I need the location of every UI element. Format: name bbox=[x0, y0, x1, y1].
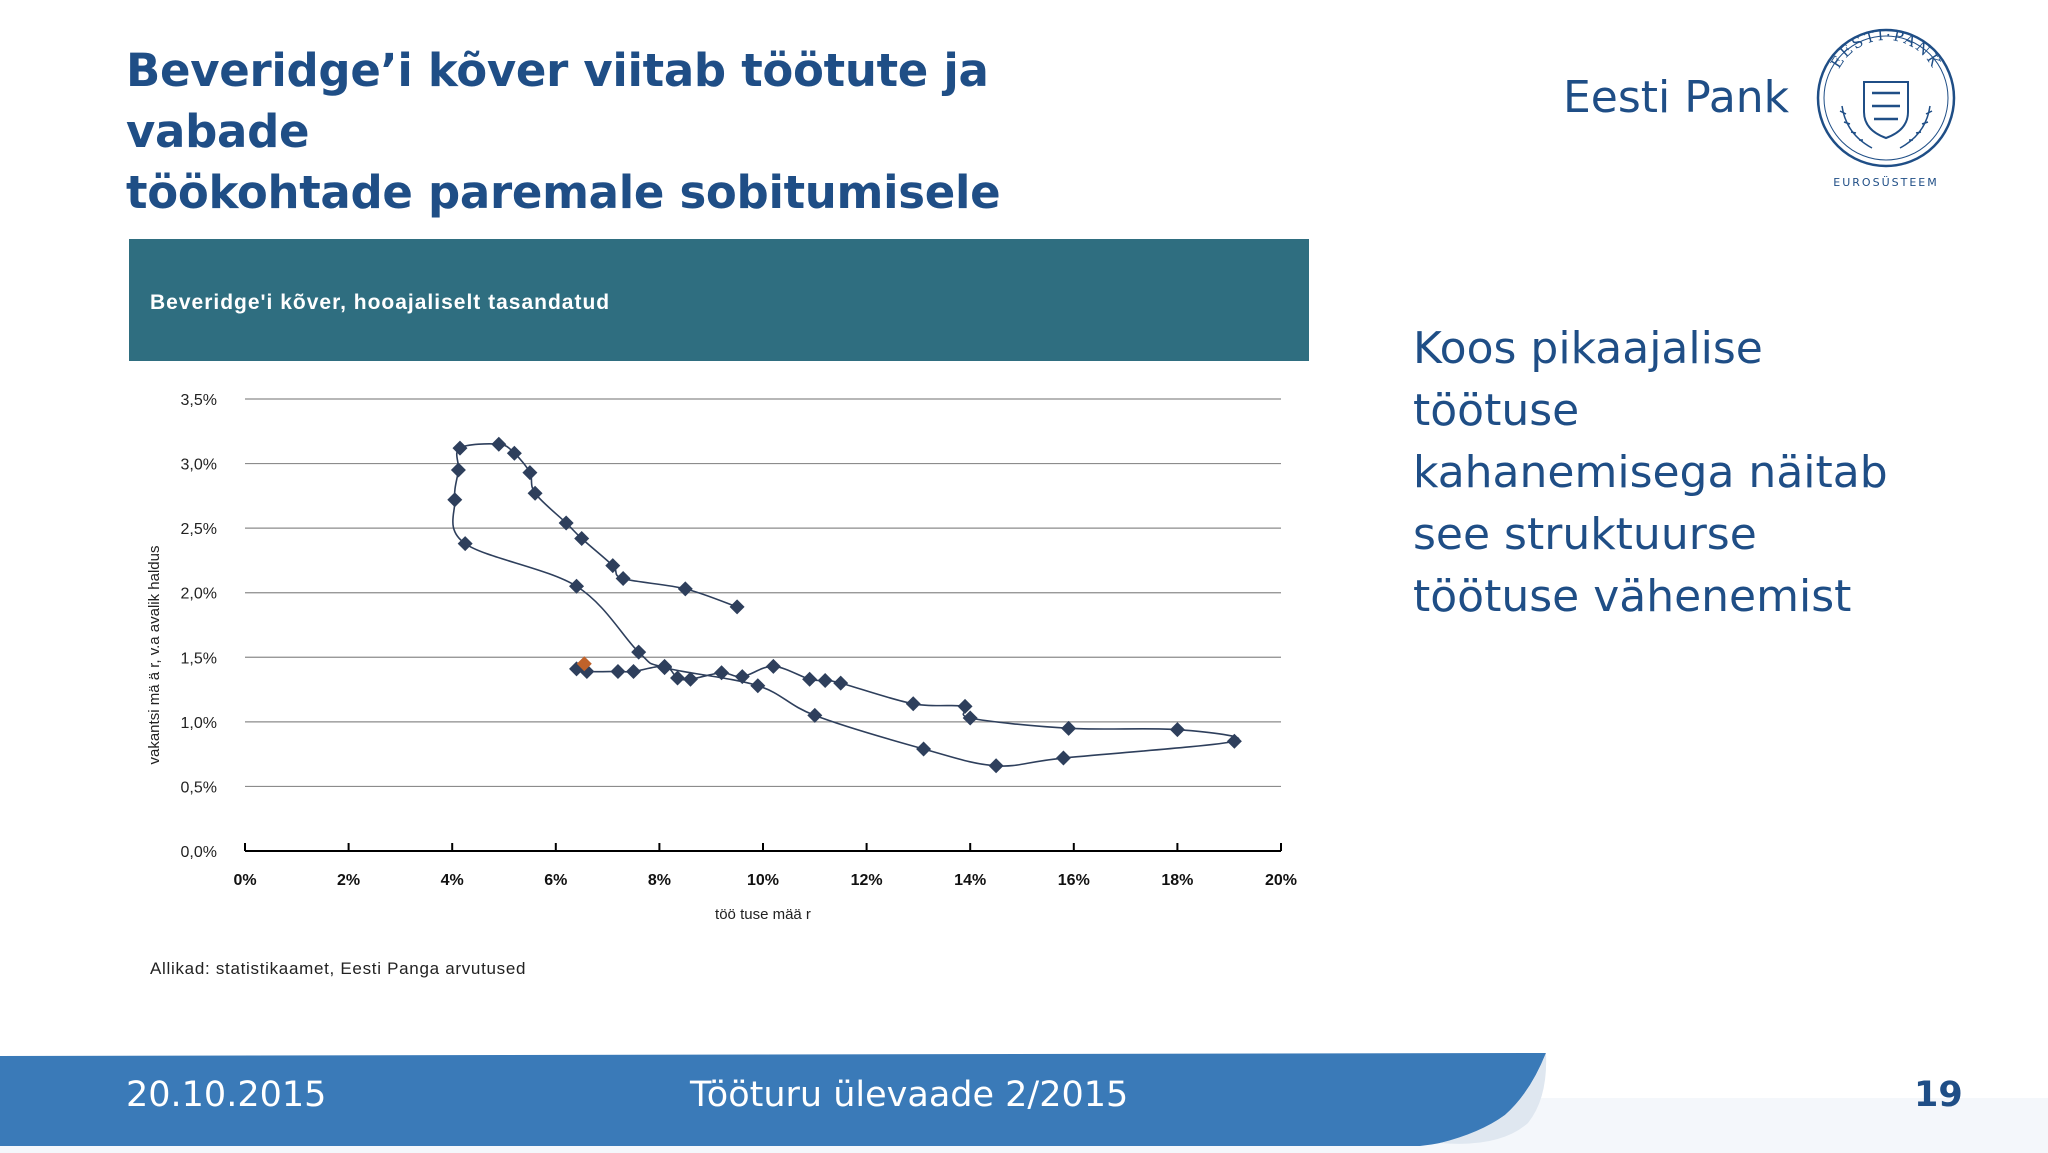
data-point bbox=[734, 669, 750, 685]
chart-title: Beveridge'i kõver, hooajaliselt tasandat… bbox=[150, 291, 611, 314]
data-point bbox=[765, 658, 781, 674]
data-point bbox=[522, 465, 538, 481]
y-tick-label: 3,5% bbox=[181, 392, 217, 409]
data-point bbox=[569, 661, 585, 677]
data-point bbox=[817, 673, 833, 689]
x-tick-label: 14% bbox=[954, 872, 986, 889]
y-tick-label: 0,5% bbox=[181, 779, 217, 796]
side-text-line: see struktuurse bbox=[1413, 509, 1757, 560]
y-tick-label: 1,0% bbox=[181, 715, 217, 732]
x-tick-label: 0% bbox=[233, 872, 256, 889]
data-point bbox=[558, 515, 574, 531]
x-axis-label: töö tuse mää r bbox=[715, 906, 811, 923]
data-point bbox=[905, 696, 921, 712]
data-point bbox=[452, 440, 468, 456]
footer-band bbox=[0, 1053, 2048, 1153]
data-point bbox=[1061, 720, 1077, 736]
svg-text:EESTI·PANK: EESTI·PANK bbox=[1827, 26, 1945, 72]
x-tick-label: 4% bbox=[441, 872, 464, 889]
side-text-line: töötuse vähenemist bbox=[1413, 571, 1852, 622]
beveridge-chart: 0,0% 0,5% 1,0% 1,5% 2,0% 2,5% 3,0% 3,5% 0% 2% 4% 6%… bbox=[146, 392, 1297, 923]
footer-date: 20.10.2015 bbox=[126, 1075, 327, 1115]
chart-header: Beveridge'i kõver, hooajaliselt tasandat… bbox=[129, 239, 1309, 361]
x-tick-label: 2% bbox=[337, 872, 360, 889]
data-point bbox=[988, 758, 1004, 774]
x-tick-label: 8% bbox=[648, 872, 671, 889]
data-point bbox=[957, 698, 973, 714]
eesti-pank-seal-logo: EESTI·PANK EUROSÜSTEEM bbox=[1816, 26, 1956, 189]
side-text-line: kahanemisega näitab bbox=[1413, 447, 1888, 498]
page-number: 19 bbox=[1914, 1075, 1963, 1115]
data-point bbox=[682, 671, 698, 687]
data-point bbox=[1055, 750, 1071, 766]
side-text-line: töötuse bbox=[1413, 385, 1580, 436]
slide-title: Beveridge’i kõver viitab töötute ja vaba… bbox=[126, 40, 1186, 223]
data-point bbox=[506, 445, 522, 461]
data-point bbox=[626, 663, 641, 679]
data-point bbox=[610, 663, 626, 679]
y-tick-label: 0,0% bbox=[181, 844, 217, 861]
x-tick-label: 18% bbox=[1161, 872, 1193, 889]
data-point bbox=[1226, 733, 1242, 749]
y-tick-label: 1,5% bbox=[181, 650, 217, 667]
data-point bbox=[677, 581, 693, 597]
x-tick-label: 12% bbox=[851, 872, 883, 889]
latest-data-point bbox=[576, 656, 592, 672]
y-tick-label: 3,0% bbox=[181, 457, 217, 474]
data-point bbox=[916, 741, 932, 757]
data-point bbox=[569, 578, 585, 594]
side-text-line: Koos pikaajalise bbox=[1413, 323, 1763, 374]
x-tick-label: 20% bbox=[1265, 872, 1297, 889]
data-point bbox=[457, 536, 473, 552]
data-point bbox=[807, 707, 823, 723]
chart-source: Allikad: statistikaamet, Eesti Panga arv… bbox=[150, 959, 527, 978]
data-point bbox=[1169, 722, 1185, 738]
data-point bbox=[491, 436, 507, 452]
y-tick-label: 2,0% bbox=[181, 586, 217, 603]
data-point bbox=[729, 599, 745, 615]
data-point bbox=[605, 558, 621, 574]
data-point bbox=[962, 710, 978, 726]
seal-arc-text: EESTI·PANK bbox=[1827, 26, 1943, 72]
data-point bbox=[574, 530, 590, 546]
slide-title-line1: Beveridge’i kõver viitab töötute ja vaba… bbox=[126, 44, 989, 158]
series-line bbox=[451, 443, 1240, 767]
x-tick-label: 10% bbox=[747, 872, 779, 889]
seal-eurosysteem-text: EUROSÜSTEEM bbox=[1833, 176, 1938, 189]
data-point bbox=[670, 670, 686, 686]
data-point bbox=[527, 485, 543, 501]
data-point bbox=[750, 678, 766, 694]
x-tick-label: 16% bbox=[1058, 872, 1090, 889]
slide-title-line2: töökohtade paremale sobitumisele bbox=[126, 166, 1001, 219]
data-point bbox=[631, 644, 647, 660]
data-point bbox=[802, 671, 818, 687]
brand-name: Eesti Pank bbox=[1563, 72, 1790, 123]
data-point bbox=[447, 492, 463, 508]
data-point bbox=[615, 571, 631, 587]
y-axis-label: vakantsi mä ä r, v.a avalik haldus bbox=[146, 546, 163, 765]
data-point bbox=[714, 665, 730, 681]
data-point bbox=[450, 462, 466, 478]
data-point bbox=[657, 658, 673, 674]
data-point bbox=[833, 675, 849, 691]
side-text: Koos pikaajalise töötuse kahanemisega nä… bbox=[1413, 318, 1973, 628]
footer-presentation-title: Tööturu ülevaade 2/2015 bbox=[690, 1075, 1129, 1115]
y-tick-label: 2,5% bbox=[181, 521, 217, 538]
x-tick-label: 6% bbox=[544, 872, 567, 889]
